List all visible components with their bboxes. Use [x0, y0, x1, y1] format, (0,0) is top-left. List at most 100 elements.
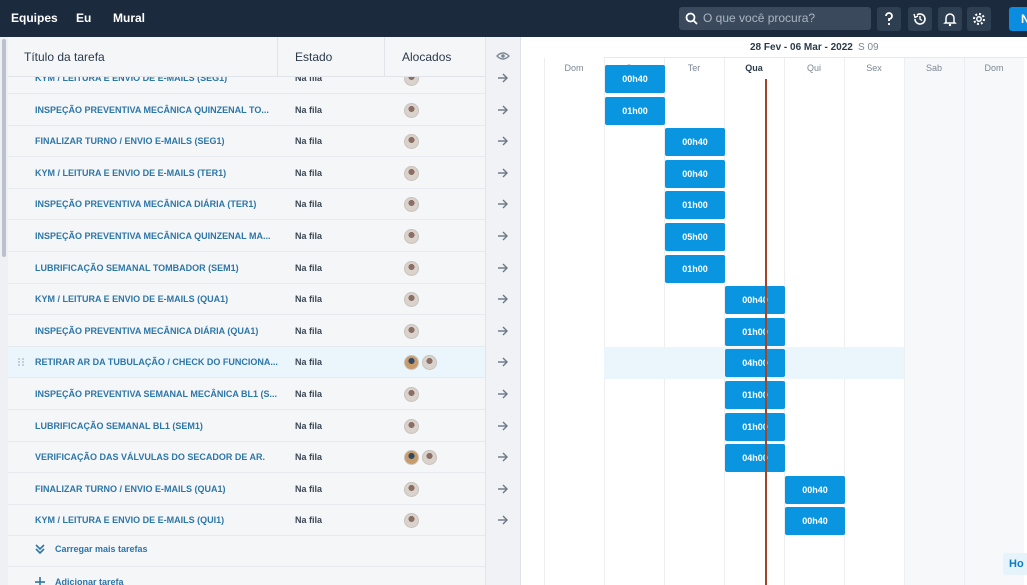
task-title[interactable]: LUBRIFICAÇÃO SEMANAL BL1 (SEM1): [35, 420, 203, 431]
task-title[interactable]: KYM / LEITURA E ENVIO DE E-MAILS (QUA1): [35, 294, 229, 305]
table-row[interactable]: FINALIZAR TURNO / ENVIO E-MAILS (QUA1) Na…: [8, 474, 485, 505]
task-bar[interactable]: 01h00: [725, 381, 785, 409]
task-title[interactable]: KYM / LEITURA E ENVIO DE E-MAILS (TER1): [35, 167, 227, 178]
load-more-label: Carregar mais tarefas: [55, 544, 148, 554]
load-more-tasks[interactable]: Carregar mais tarefas: [8, 534, 485, 565]
new-button[interactable]: N: [1009, 7, 1027, 31]
table-row[interactable]: INSPEÇÃO PREVENTIVA MECÂNICA QUINZENAL M…: [8, 221, 485, 252]
avatar[interactable]: [404, 260, 419, 276]
nav-wall[interactable]: Mural: [113, 11, 146, 25]
table-row[interactable]: INSPEÇÃO PREVENTIVA MECÂNICA QUINZENAL T…: [8, 95, 485, 126]
column-header-allocated[interactable]: Alocados: [402, 50, 452, 64]
task-bar[interactable]: 01h00: [725, 412, 785, 441]
task-bar[interactable]: 01h00: [665, 191, 725, 220]
avatar[interactable]: [404, 450, 419, 466]
open-task-arrow-icon[interactable]: [497, 231, 509, 241]
table-row[interactable]: FINALIZAR TURNO / ENVIO E-MAILS (SEG1) Na…: [8, 126, 485, 158]
nav-teams[interactable]: Equipes: [11, 11, 58, 25]
drag-handle-icon[interactable]: [17, 357, 25, 367]
open-task-arrow-icon[interactable]: [497, 105, 509, 115]
search-input[interactable]: O que você procura?: [679, 7, 871, 30]
gear-icon: [973, 13, 985, 25]
open-task-arrow-icon[interactable]: [497, 73, 509, 83]
table-row[interactable]: KYM / LEITURA E ENVIO DE E-MAILS (TER1) N…: [8, 158, 485, 189]
open-task-arrow-icon[interactable]: [497, 326, 509, 336]
avatar[interactable]: [404, 355, 419, 371]
task-title[interactable]: INSPEÇÃO PREVENTIVA MECÂNICA QUINZENAL T…: [35, 104, 269, 115]
table-row[interactable]: KYM / LEITURA E ENVIO DE E-MAILS (QUI1) N…: [8, 505, 485, 537]
task-title[interactable]: KYM / LEITURA E ENVIO DE E-MAILS (QUI1): [35, 515, 225, 526]
table-row[interactable]: KYM / LEITURA E ENVIO DE E-MAILS (QUA1) N…: [8, 284, 485, 316]
avatar[interactable]: [404, 513, 419, 529]
table-row[interactable]: INSPEÇÃO PREVENTIVA MECÂNICA DIÁRIA (TER…: [8, 189, 485, 221]
task-bar[interactable]: 00h40: [665, 159, 725, 188]
open-task-arrow-icon[interactable]: [497, 199, 509, 209]
add-task[interactable]: Adicionar tarefa: [8, 566, 485, 585]
scrollbar-thumb[interactable]: [2, 39, 6, 257]
help-button[interactable]: [877, 7, 901, 31]
table-row[interactable]: INSPEÇÃO PREVENTIVA MECÂNICA DIÁRIA (QUA…: [8, 316, 485, 347]
task-state: Na fila: [295, 294, 323, 305]
task-title[interactable]: FINALIZAR TURNO / ENVIO E-MAILS (SEG1): [35, 136, 225, 147]
avatar[interactable]: [404, 418, 419, 434]
open-task-arrow-icon[interactable]: [497, 515, 509, 525]
avatar[interactable]: [422, 450, 437, 466]
column-header-state[interactable]: Estado: [295, 50, 333, 64]
nav-me[interactable]: Eu: [76, 11, 92, 25]
avatar[interactable]: [404, 323, 419, 339]
open-task-arrow-icon[interactable]: [497, 484, 509, 494]
task-title[interactable]: INSPEÇÃO PREVENTIVA MECÂNICA DIÁRIA (TER…: [35, 199, 257, 210]
open-task-arrow-icon[interactable]: [497, 136, 509, 146]
day-label: Sab: [925, 63, 942, 73]
task-title[interactable]: INSPEÇÃO PREVENTIVA SEMANAL MECÂNICA BL1…: [35, 389, 278, 399]
settings-button[interactable]: [967, 7, 991, 31]
task-title[interactable]: RETIRAR AR DA TUBULAÇÃO / CHECK DO FUNCI…: [35, 357, 278, 368]
avatar[interactable]: [404, 165, 419, 181]
history-button[interactable]: [908, 7, 932, 31]
task-bar[interactable]: 01h00: [605, 96, 665, 125]
table-row[interactable]: INSPEÇÃO PREVENTIVA SEMANAL MECÂNICA BL1…: [8, 379, 485, 410]
avatar[interactable]: [422, 355, 437, 371]
open-task-arrow-icon[interactable]: [497, 357, 509, 367]
notifications-button[interactable]: [938, 7, 962, 31]
task-title[interactable]: VERIFICAÇÃO DAS VÁLVULAS DO SECADOR DE A…: [35, 452, 266, 463]
visibility-toggle[interactable]: [485, 37, 521, 77]
task-bar[interactable]: 00h40: [665, 128, 725, 157]
open-task-arrow-icon[interactable]: [497, 168, 509, 178]
avatar[interactable]: [404, 197, 419, 213]
day-label: Ter: [687, 63, 701, 73]
day-column: [844, 58, 904, 585]
task-bar[interactable]: 01h00: [665, 254, 725, 283]
task-title[interactable]: INSPEÇÃO PREVENTIVA MECÂNICA DIÁRIA (QUA…: [35, 325, 259, 336]
avatar[interactable]: [404, 134, 419, 150]
task-bar[interactable]: 05h00: [665, 223, 725, 251]
task-bar[interactable]: 00h40: [785, 475, 845, 504]
open-task-arrow-icon[interactable]: [497, 452, 509, 462]
avatar[interactable]: [404, 292, 419, 308]
task-bar[interactable]: 04h00: [725, 349, 785, 378]
table-row[interactable]: VERIFICAÇÃO DAS VÁLVULAS DO SECADOR DE A…: [8, 442, 485, 474]
open-task-arrow-icon[interactable]: [497, 389, 509, 399]
task-state: Na fila: [295, 262, 323, 273]
open-task-arrow-icon[interactable]: [497, 294, 509, 304]
avatar[interactable]: [404, 102, 419, 118]
task-bar[interactable]: 00h40: [725, 286, 785, 315]
open-task-arrow-icon[interactable]: [497, 421, 509, 431]
avatar[interactable]: [404, 229, 419, 244]
scrollbar-track[interactable]: [0, 37, 8, 585]
task-bar[interactable]: 01h00: [725, 317, 785, 346]
task-title[interactable]: LUBRIFICAÇÃO SEMANAL TOMBADOR (SEM1): [35, 262, 239, 273]
open-task-arrow-icon[interactable]: [497, 263, 509, 273]
task-title[interactable]: FINALIZAR TURNO / ENVIO E-MAILS (QUA1): [35, 483, 226, 494]
today-button[interactable]: Ho: [1003, 553, 1027, 575]
table-row[interactable]: LUBRIFICAÇÃO SEMANAL BL1 (SEM1) Na fila: [8, 411, 485, 442]
task-bar[interactable]: 04h00: [725, 444, 785, 473]
table-row[interactable]: LUBRIFICAÇÃO SEMANAL TOMBADOR (SEM1) Na f…: [8, 253, 485, 284]
task-title[interactable]: INSPEÇÃO PREVENTIVA MECÂNICA QUINZENAL M…: [35, 231, 271, 241]
table-row[interactable]: RETIRAR AR DA TUBULAÇÃO / CHECK DO FUNCI…: [8, 347, 485, 379]
task-bar[interactable]: 00h40: [605, 65, 665, 93]
column-header-title[interactable]: Título da tarefa: [24, 50, 105, 64]
avatar[interactable]: [404, 387, 419, 402]
avatar[interactable]: [404, 481, 419, 497]
task-bar[interactable]: 00h40: [785, 507, 845, 536]
